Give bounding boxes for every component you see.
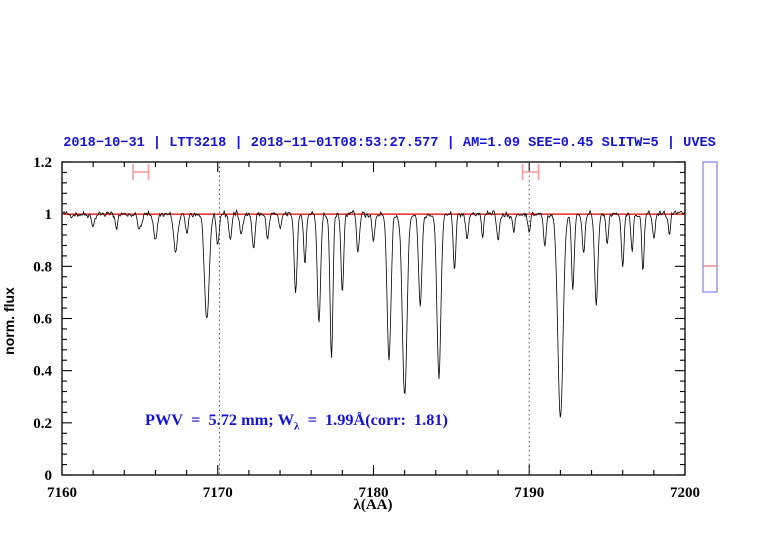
svg-text:1: 1 — [45, 207, 53, 223]
svg-text:7160: 7160 — [47, 485, 77, 501]
svg-text:7190: 7190 — [514, 485, 544, 501]
svg-text:0.2: 0.2 — [33, 416, 52, 432]
svg-text:0.6: 0.6 — [33, 312, 52, 328]
svg-text:0: 0 — [45, 468, 53, 484]
svg-text:0.4: 0.4 — [33, 364, 52, 380]
svg-text:1.2: 1.2 — [33, 155, 52, 171]
svg-text:7200: 7200 — [670, 485, 700, 501]
svg-text:0.8: 0.8 — [33, 259, 52, 275]
svg-text:7170: 7170 — [203, 485, 233, 501]
